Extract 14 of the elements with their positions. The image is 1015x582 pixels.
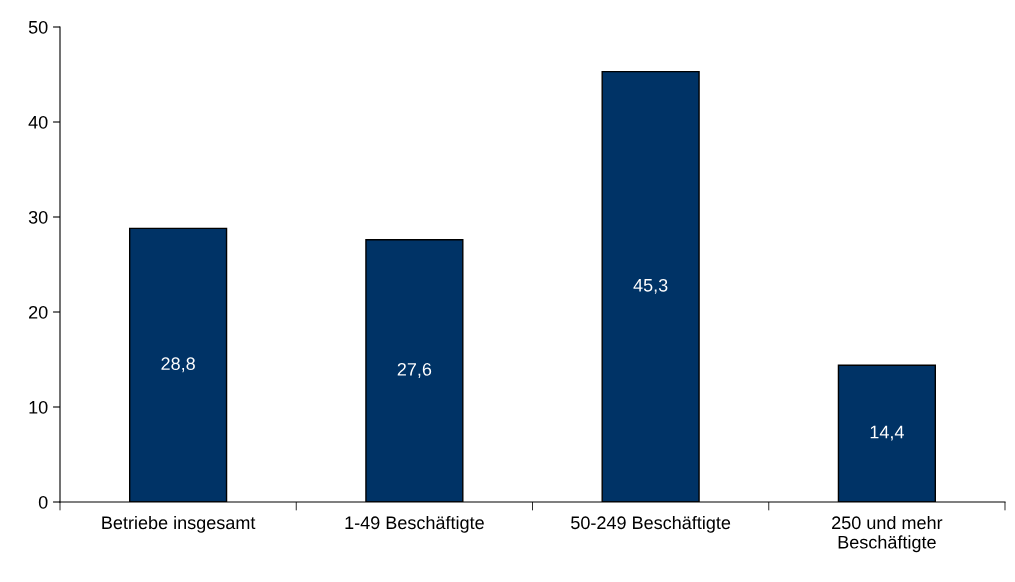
x-tick-label: Betriebe insgesamt: [102, 515, 256, 533]
y-tick-label: 0: [38, 495, 48, 509]
data-label: 27,6: [397, 362, 432, 378]
data-label: 28,8: [161, 357, 195, 373]
y-tick-label: 30: [28, 210, 48, 224]
x-tick-label: 50-249 Beschäftigte: [571, 515, 731, 533]
y-tick-label: 50: [28, 20, 48, 34]
y-tick-label: 10: [29, 400, 48, 414]
data-label: 45,3: [633, 278, 668, 294]
x-tick-label: 1-49 Beschäftigte: [345, 515, 484, 533]
data-label: 14,4: [870, 425, 904, 441]
x-tick-label: 250 und mehr Beschäftigte: [832, 515, 943, 553]
y-tick-label: 20: [29, 305, 48, 319]
y-tick-label: 40: [28, 115, 48, 129]
